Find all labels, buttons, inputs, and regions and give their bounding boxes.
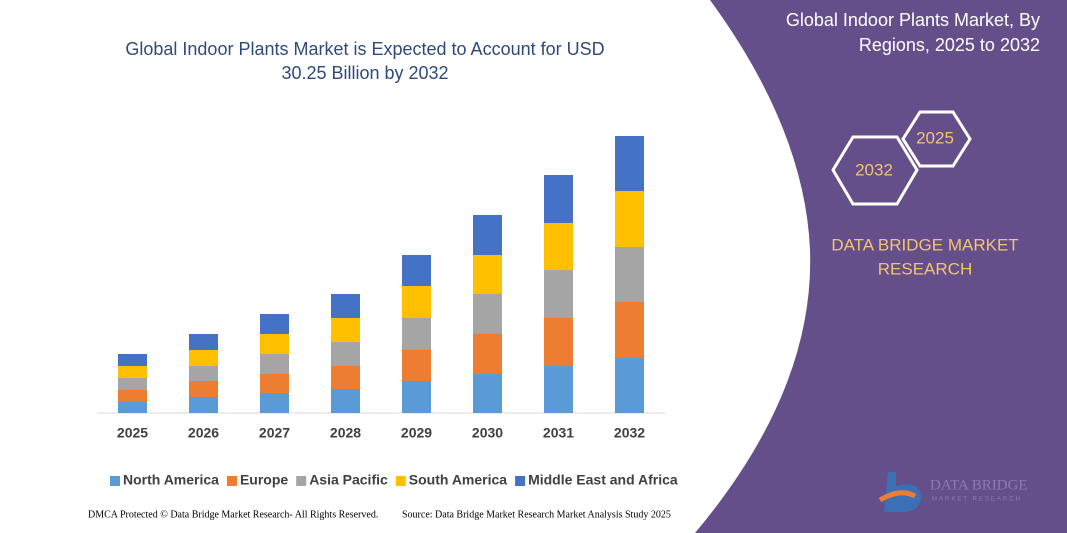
bar-segment (544, 366, 573, 413)
x-tick-label: 2030 (472, 425, 503, 441)
bar-segment (402, 318, 431, 350)
bar-segment (473, 374, 502, 413)
bar-segment (260, 374, 289, 393)
legend-swatch (110, 476, 120, 486)
bar-segment (331, 318, 360, 342)
panel-title: Global Indoor Plants Market, By (786, 10, 1040, 30)
bar-segment (331, 366, 360, 389)
x-tick-label: 2032 (614, 425, 645, 441)
hexagon-label: 2025 (916, 128, 954, 147)
legend-label: Europe (240, 472, 288, 488)
chart-title: 30.25 Billion by 2032 (281, 63, 448, 83)
bar-segment (331, 389, 360, 413)
bar-segment (260, 314, 289, 334)
hexagon (901, 110, 972, 168)
x-tick-label: 2031 (543, 425, 574, 441)
x-tick-label: 2026 (188, 425, 219, 441)
bar-segment (189, 334, 218, 350)
bar-segment (118, 402, 147, 413)
footer-note: DMCA Protected © Data Bridge Market Rese… (88, 509, 378, 520)
legend-swatch (395, 476, 406, 486)
bar-segment (402, 286, 431, 318)
bar-segment (118, 390, 147, 402)
footer-source: Source: Data Bridge Market Research Mark… (402, 509, 671, 520)
bar-segment (118, 378, 147, 390)
hexagon-label: 2032 (855, 160, 893, 179)
legend-swatch (515, 476, 526, 486)
bar-segment (260, 354, 289, 374)
bar-segment (189, 381, 218, 397)
legend-swatch (296, 476, 307, 486)
logo-tagline: MARKET RESEARCH (932, 497, 1022, 503)
bar-segment (189, 366, 218, 381)
bar-segment (473, 294, 502, 334)
legend-label: Middle East and Africa (528, 472, 678, 488)
bar-segment (189, 350, 218, 366)
bar-segment (544, 223, 573, 270)
bar-segment (118, 354, 147, 366)
bar-segment (331, 294, 360, 318)
brand: DATA BRIDGE MARKET (831, 235, 1018, 254)
bar-segment (615, 358, 644, 413)
bar-segment (615, 136, 644, 191)
hexagon (831, 135, 919, 206)
bar-segment (473, 215, 502, 255)
bar-segment (615, 247, 644, 302)
x-tick-label: 2027 (259, 425, 290, 441)
side-panel (695, 0, 1067, 533)
bar-segment (402, 381, 431, 413)
bar-segment (544, 270, 573, 318)
x-tick-label: 2028 (330, 425, 361, 441)
bar-segment (544, 175, 573, 223)
bar-segment (615, 191, 644, 247)
legend-label: Asia Pacific (309, 472, 388, 488)
bar-segment (331, 342, 360, 366)
bar-segment (189, 397, 218, 413)
bar-segment (118, 366, 147, 378)
logo-mark (878, 490, 917, 503)
legend-label: South America (409, 472, 507, 488)
legend-swatch (226, 476, 237, 486)
bar-segment (615, 302, 644, 358)
bar-segment (260, 334, 289, 354)
chart-title: Global Indoor Plants Market is Expected … (125, 39, 604, 59)
logo-name: DATA BRIDGE (930, 477, 1028, 493)
logo: DATA BRIDGE MARKET RESEARCH (878, 472, 1028, 513)
bar-segment (402, 255, 431, 286)
x-tick-label: 2029 (401, 425, 432, 441)
x-tick-label: 2025 (117, 425, 148, 441)
bar-segment (473, 334, 502, 374)
bar-segment (260, 393, 289, 413)
brand: RESEARCH (878, 259, 972, 278)
legend-label: North America (123, 472, 219, 488)
panel-title: Regions, 2025 to 2032 (859, 35, 1040, 55)
bar-segment (544, 318, 573, 366)
bar-segment (402, 350, 431, 381)
bar-segment (473, 255, 502, 294)
